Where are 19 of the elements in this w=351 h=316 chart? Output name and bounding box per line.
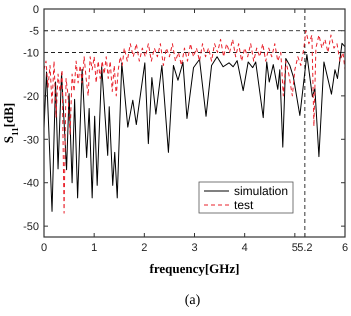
x-axis-title: frequency[GHz] xyxy=(149,261,240,276)
y-tick-label: 0 xyxy=(32,4,39,16)
y-tick-label: -20 xyxy=(23,90,39,103)
legend-label: test xyxy=(234,198,254,212)
x-tick-label: 1 xyxy=(91,242,98,254)
x-tick-label: 5.2 xyxy=(297,242,313,254)
x-tick-label: 0 xyxy=(40,242,48,254)
y-tick-label: -50 xyxy=(23,221,39,234)
y-tick-label: -5 xyxy=(29,26,39,38)
y-tick-label: -40 xyxy=(23,178,39,190)
x-tick-label: 2 xyxy=(141,242,148,254)
legend-label: simulation xyxy=(234,184,288,198)
x-tick-label: 6 xyxy=(342,242,348,254)
text: (a) xyxy=(184,293,201,308)
x-tick-label: 3 xyxy=(191,242,198,254)
x-tick-label: 4 xyxy=(242,242,248,254)
y-tick-label: -30 xyxy=(23,134,39,146)
x-tick-label: 5 xyxy=(292,242,298,254)
y-tick-label: -10 xyxy=(23,47,39,60)
